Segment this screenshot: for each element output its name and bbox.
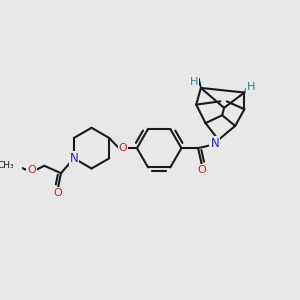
Text: O: O [197,165,206,176]
Text: N: N [210,137,219,150]
Text: O: O [119,143,128,153]
Text: N: N [70,152,78,165]
Text: H: H [190,77,199,87]
Text: O: O [54,188,62,198]
Text: H: H [247,82,255,92]
Text: O: O [27,165,36,176]
Polygon shape [196,79,201,87]
Text: CH₃: CH₃ [0,161,15,170]
